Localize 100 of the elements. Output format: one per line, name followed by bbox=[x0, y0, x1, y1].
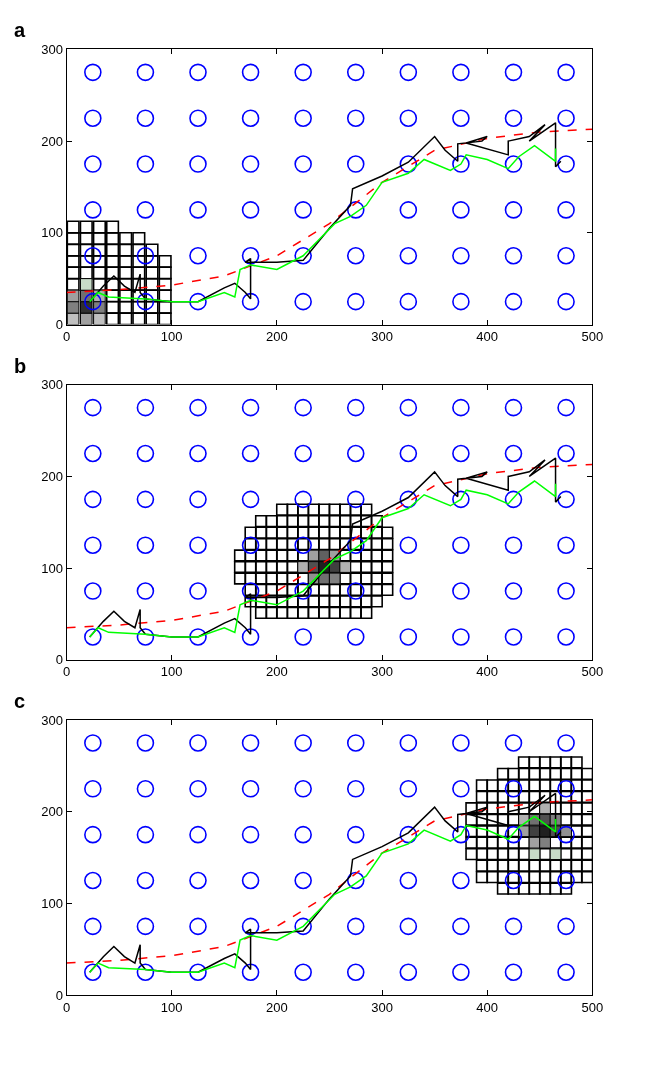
point bbox=[399, 917, 418, 936]
point bbox=[136, 444, 155, 463]
point bbox=[452, 734, 470, 752]
point bbox=[79, 266, 93, 280]
chart-title: a bbox=[14, 19, 26, 41]
point bbox=[504, 292, 523, 311]
point bbox=[452, 155, 470, 173]
y-tick-label: 0 bbox=[55, 317, 63, 333]
x-tick-label: 100 bbox=[160, 999, 183, 1015]
point bbox=[557, 963, 575, 982]
point bbox=[241, 201, 260, 219]
x-tick-label: 500 bbox=[581, 329, 604, 345]
x-tick-label: 500 bbox=[581, 999, 604, 1015]
x-tick-label: 300 bbox=[371, 664, 393, 680]
point bbox=[294, 917, 312, 936]
point bbox=[557, 871, 575, 890]
point bbox=[399, 628, 418, 646]
point bbox=[504, 917, 523, 936]
x-tick-label: 400 bbox=[476, 329, 499, 345]
point bbox=[189, 917, 207, 936]
point bbox=[294, 398, 312, 417]
point bbox=[452, 201, 470, 219]
point bbox=[557, 917, 575, 936]
point bbox=[189, 734, 207, 752]
point bbox=[158, 289, 172, 303]
point bbox=[504, 734, 523, 752]
point bbox=[346, 63, 365, 82]
point bbox=[346, 444, 365, 463]
point bbox=[136, 63, 155, 82]
point bbox=[294, 155, 312, 173]
point bbox=[136, 582, 155, 600]
chart-title: b bbox=[14, 355, 27, 377]
point bbox=[241, 444, 260, 463]
point bbox=[399, 109, 418, 127]
point bbox=[399, 734, 418, 752]
y-tick-label: 0 bbox=[55, 987, 63, 1003]
point bbox=[105, 266, 120, 280]
point bbox=[79, 254, 93, 269]
point bbox=[145, 312, 159, 325]
point bbox=[105, 243, 120, 257]
point bbox=[346, 871, 365, 890]
point bbox=[399, 490, 418, 509]
point bbox=[346, 963, 365, 982]
point bbox=[328, 572, 341, 585]
point bbox=[79, 243, 93, 257]
point bbox=[557, 628, 575, 646]
y-tick-label: 300 bbox=[41, 712, 63, 728]
point bbox=[399, 63, 418, 82]
point bbox=[132, 231, 146, 246]
point bbox=[504, 246, 523, 265]
point bbox=[132, 277, 146, 292]
point bbox=[452, 871, 470, 890]
point bbox=[346, 109, 365, 127]
point bbox=[504, 582, 523, 600]
point bbox=[557, 292, 575, 311]
point bbox=[136, 201, 155, 219]
chart-title: c bbox=[14, 690, 26, 712]
x-tick-label: 300 bbox=[371, 999, 393, 1015]
point bbox=[452, 628, 470, 646]
point bbox=[136, 780, 155, 798]
point bbox=[84, 246, 102, 265]
point bbox=[346, 292, 365, 311]
point bbox=[145, 254, 159, 269]
x-tick-label: 200 bbox=[266, 664, 288, 680]
point bbox=[66, 231, 80, 246]
point bbox=[241, 398, 260, 417]
point bbox=[158, 254, 172, 269]
point bbox=[136, 490, 155, 509]
point bbox=[105, 231, 120, 246]
point bbox=[452, 398, 470, 417]
point bbox=[549, 848, 562, 861]
point bbox=[84, 963, 102, 982]
point bbox=[66, 243, 80, 257]
point bbox=[189, 536, 207, 555]
point bbox=[452, 444, 470, 463]
point bbox=[346, 734, 365, 752]
point bbox=[241, 490, 260, 509]
point bbox=[66, 266, 80, 280]
point bbox=[504, 444, 523, 463]
point bbox=[294, 246, 312, 265]
point bbox=[241, 628, 260, 646]
point bbox=[241, 963, 260, 982]
point bbox=[294, 63, 312, 82]
point bbox=[557, 780, 575, 798]
point bbox=[84, 490, 102, 509]
point bbox=[84, 292, 102, 311]
point bbox=[105, 289, 120, 303]
point bbox=[346, 155, 365, 173]
x-tick-label: 400 bbox=[476, 664, 499, 680]
point bbox=[189, 582, 207, 600]
point bbox=[399, 871, 418, 890]
point bbox=[119, 254, 133, 269]
point bbox=[346, 398, 365, 417]
point bbox=[399, 201, 418, 219]
point bbox=[136, 628, 155, 646]
point bbox=[241, 63, 260, 82]
x-tick-label: 200 bbox=[266, 329, 288, 345]
point bbox=[189, 490, 207, 509]
point bbox=[557, 536, 575, 555]
x-tick-label: 400 bbox=[476, 999, 499, 1015]
